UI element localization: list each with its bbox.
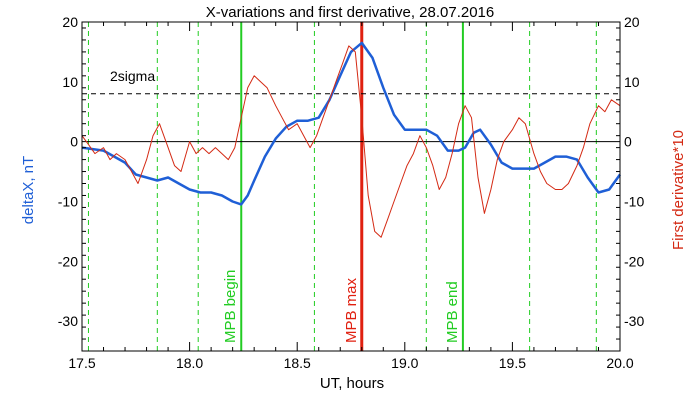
series-line-derivative (81, 45, 621, 238)
x-tick-label: 18.0 (176, 355, 203, 371)
sigma-label: 2sigma (110, 68, 155, 84)
y-tick-label-right: 0 (624, 134, 632, 150)
vertical-line-label-7: MPB end (444, 281, 461, 343)
y-tick-label-left: 20 (62, 14, 78, 30)
y-tick-label-left: -30 (58, 313, 78, 329)
y-tick-label-left: 0 (70, 134, 78, 150)
y-tick-label-right: -30 (624, 313, 644, 329)
series-line-deltax (81, 41, 622, 206)
y-axis-label-left: deltaX, nT (20, 156, 37, 224)
y-tick-label-left: -20 (58, 253, 78, 269)
y-tick-label-right: 10 (624, 74, 640, 90)
x-tick-label: 19.5 (499, 355, 526, 371)
x-tick-label: 18.5 (284, 355, 311, 371)
y-tick-label-right: -20 (624, 253, 644, 269)
y-tick-label-left: -10 (58, 193, 78, 209)
y-tick-label-right: 20 (624, 14, 640, 30)
x-tick-label: 17.5 (68, 355, 95, 371)
y-tick-label-right: -10 (624, 193, 644, 209)
y-tick-label-left: 10 (62, 74, 78, 90)
chart-title: X-variations and first derivative, 28.07… (206, 4, 495, 21)
x-tick-label: 19.0 (391, 355, 418, 371)
plot-frame (81, 21, 621, 352)
x-axis-label: UT, hours (320, 375, 384, 392)
vertical-line-label-5: MPB max (343, 277, 360, 343)
plot-area: 2sigma MPB begin MPB max MPB end 17.5 18.0 18.… (58, 14, 645, 371)
x-tick-label: 20.0 (606, 355, 633, 371)
y-axis-label-right: First derivative*10 (670, 130, 687, 250)
vertical-line-label-3: MPB begin (222, 270, 239, 343)
